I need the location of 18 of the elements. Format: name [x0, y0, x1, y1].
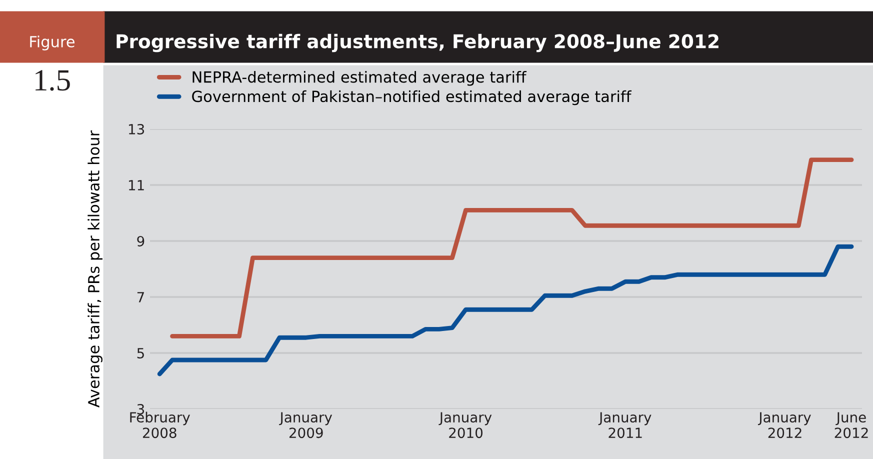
x-tick-label: June 2012	[834, 412, 868, 438]
y-tick-label: 11	[128, 180, 144, 190]
x-tick-label: January 2010	[438, 412, 492, 438]
x-tick-label: January 2012	[758, 412, 811, 438]
legend-label: Government of Pakistan–notified estimated average tariff	[192, 90, 632, 106]
text: Figure	[30, 36, 75, 50]
x-tick-label: January 2009	[279, 412, 332, 438]
chart-title: Progressive tariff adjustments, February 2008–June 2012	[116, 34, 718, 52]
y-tick-label: 13	[128, 124, 144, 134]
line-series	[157, 244, 854, 376]
y-tick-label: 9	[137, 236, 144, 246]
text: 1.5	[36, 70, 70, 91]
x-tick-label: January 2011	[598, 412, 652, 438]
y-tick-label: 5	[137, 348, 144, 358]
legend-label: NEPRA-determined estimated average tariff	[192, 70, 527, 86]
y-tick-label: 7	[137, 292, 144, 302]
line-series	[170, 158, 854, 338]
y-axis-title: Average tariff, PRs per kilowatt hour	[88, 130, 102, 408]
